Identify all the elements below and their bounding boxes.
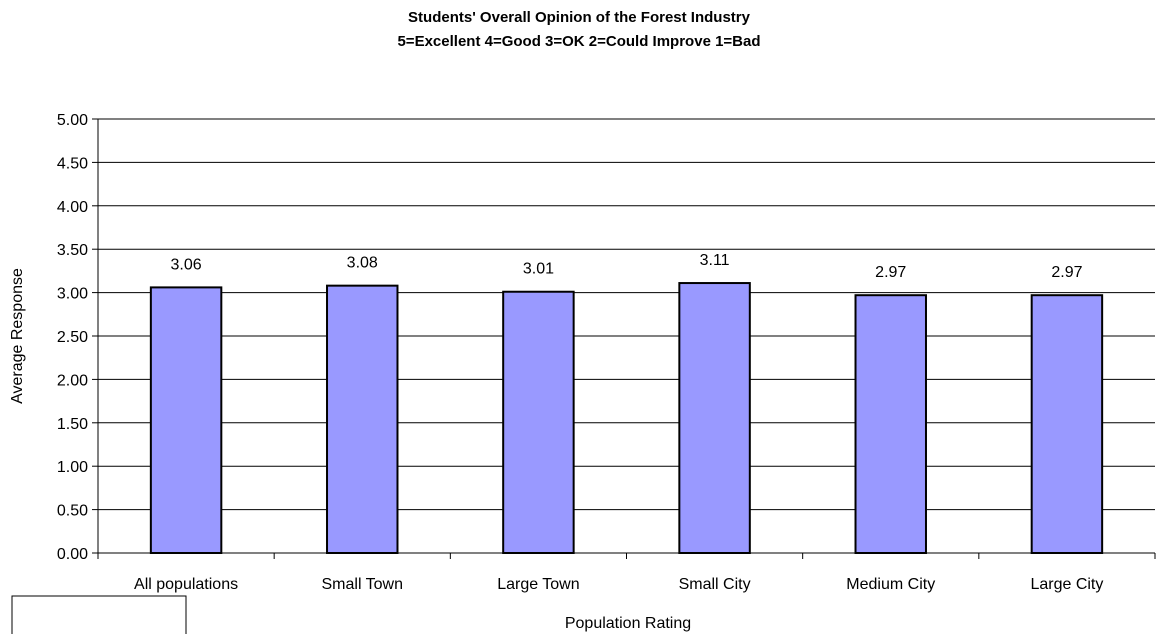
x-tick-label: All populations <box>134 576 238 593</box>
x-tick-label: Large Town <box>497 576 579 593</box>
axes <box>92 118 1156 559</box>
bar <box>678 282 751 554</box>
bar <box>149 286 223 554</box>
bar <box>326 284 399 554</box>
x-tick-label: Medium City <box>846 576 935 593</box>
legend-box <box>11 595 187 634</box>
y-tick-label: 0.50 <box>57 503 88 520</box>
y-tick-label: 4.50 <box>57 155 88 172</box>
y-tick-label: 2.00 <box>57 372 88 389</box>
bars <box>149 282 1104 554</box>
data-label: 2.97 <box>1051 264 1082 281</box>
bar <box>1030 294 1104 554</box>
data-label: 3.06 <box>171 256 202 273</box>
y-tick-label: 5.00 <box>57 112 88 129</box>
x-tick-label: Small Town <box>321 576 403 593</box>
x-tick-label: Large City <box>1030 576 1103 593</box>
x-axis-label: Population Rating <box>565 615 691 632</box>
y-axis-label: Average Response <box>9 268 26 404</box>
y-tick-label: 1.00 <box>57 459 88 476</box>
data-label: 3.11 <box>700 252 730 269</box>
bar <box>502 290 575 554</box>
y-tick-label: 4.00 <box>57 199 88 216</box>
y-tick-label: 3.50 <box>57 242 88 259</box>
x-tick-label: Small City <box>679 576 751 593</box>
y-tick-label: 2.50 <box>57 329 88 346</box>
chart-subtitle: 5=Excellent 4=Good 3=OK 2=Could Improve … <box>397 33 760 50</box>
y-tick-label: 0.00 <box>57 546 88 563</box>
data-label: 3.01 <box>523 261 554 278</box>
data-label: 2.97 <box>875 264 906 281</box>
data-label: 3.08 <box>347 255 378 272</box>
chart-title: Students' Overall Opinion of the Forest … <box>408 9 751 26</box>
data-labels: 3.06 3.08 3.01 3.11 2.97 2.97 <box>171 252 1083 281</box>
y-tick-label: 3.00 <box>57 286 88 303</box>
x-tick-labels: All populations Small Town Large Town Small… <box>134 576 1103 593</box>
gridlines <box>98 118 1155 511</box>
y-tick-labels: 0.00 0.50 1.00 1.50 2.00 2.50 3.00 3.50 4.00 4.50… <box>57 112 88 563</box>
bar <box>854 294 927 554</box>
y-tick-label: 1.50 <box>57 416 88 433</box>
